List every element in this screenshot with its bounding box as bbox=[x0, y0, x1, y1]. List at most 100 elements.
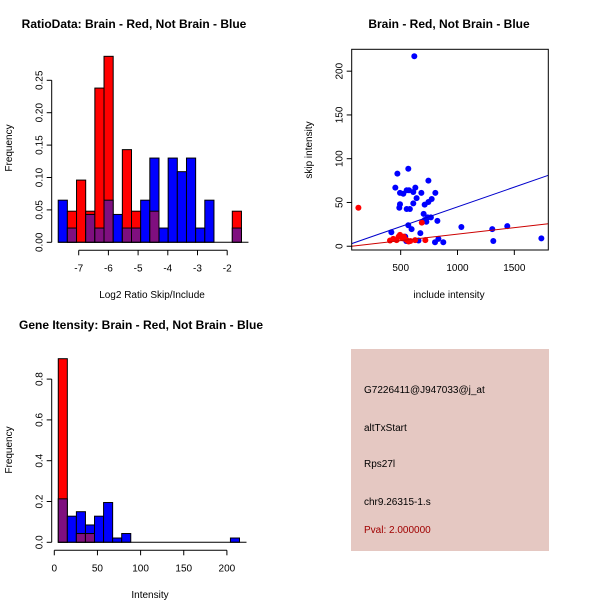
scatter-fit-line-brain bbox=[351, 223, 549, 247]
intensity-hist-bar-not-brain bbox=[94, 515, 105, 543]
ratio-hist-bar-not-brain bbox=[176, 171, 187, 243]
intensity-hist-xlabel: Intensity bbox=[131, 590, 168, 600]
scatter-fit-line-not-brain bbox=[351, 174, 549, 245]
scatter-point-not-brain bbox=[418, 189, 425, 196]
ratio-hist-xlabel: Log2 Ratio Skip/Include bbox=[99, 290, 205, 301]
ratio-hist-bar-not-brain bbox=[204, 199, 215, 243]
scatter-point-not-brain bbox=[504, 223, 511, 230]
scatter-point-not-brain bbox=[396, 204, 403, 211]
scatter-point-not-brain bbox=[408, 226, 415, 233]
ratio-hist-title: RatioData: Brain - Red, Not Brain - Blue bbox=[22, 17, 247, 31]
intensity-hist-x-tick-label: 50 bbox=[92, 563, 104, 574]
ratio-hist-x-tick-label: -4 bbox=[163, 263, 172, 274]
scatter-point-not-brain bbox=[440, 239, 447, 246]
ratio-hist-bar-not-brain bbox=[112, 213, 123, 243]
ratio-hist-bar-not-brain bbox=[57, 199, 68, 243]
ratio-hist-x-tick-label: -7 bbox=[74, 263, 83, 274]
gene-name: Rps27l bbox=[364, 459, 396, 470]
scatter-point-not-brain bbox=[413, 195, 420, 202]
scatter-point-not-brain bbox=[435, 235, 442, 242]
scatter-plot-frame bbox=[351, 48, 549, 251]
scatter-point-not-brain bbox=[417, 230, 424, 237]
intensity-hist-y-tick-label: 0.2 bbox=[35, 494, 46, 508]
scatter-y-tick-label: 150 bbox=[335, 106, 346, 123]
ratio-hist-y-tick-label: 0.20 bbox=[35, 103, 46, 123]
ratio-hist-ylabel: Frequency bbox=[4, 124, 15, 171]
ratio-hist-y-tick-label: 0.05 bbox=[35, 200, 46, 220]
ratio-hist-bar-overlap bbox=[231, 227, 242, 243]
intensity-hist-bar-not-brain bbox=[121, 533, 132, 543]
event-type: altTxStart bbox=[364, 423, 407, 434]
intensity-hist-ylabel: Frequency bbox=[4, 426, 15, 473]
intensity-hist-title: Gene Itensity: Brain - Red, Not Brain - … bbox=[19, 318, 263, 332]
scatter-y-tick-label: 50 bbox=[335, 196, 346, 208]
ratio-hist-x-tick-label: -5 bbox=[134, 263, 143, 274]
scatter-point-brain bbox=[355, 204, 362, 211]
ratio-hist-y-tick-label: 0.15 bbox=[35, 135, 46, 155]
scatter-ylabel: skip intensity bbox=[304, 121, 315, 178]
ratio-hist-bar-brain bbox=[76, 179, 87, 243]
ratio-hist-y-tick-label: 0.00 bbox=[35, 232, 46, 252]
scatter-point-not-brain bbox=[434, 217, 441, 224]
ratio-hist-bar-overlap bbox=[131, 227, 142, 243]
intensity-hist-y-tick-label: 0.6 bbox=[35, 413, 46, 427]
scatter-point-not-brain bbox=[410, 188, 417, 195]
intensity-hist-x-tick-label: 100 bbox=[132, 563, 149, 574]
ratio-hist-bar-not-brain bbox=[195, 227, 206, 243]
scatter-y-tick-label: 0 bbox=[335, 243, 346, 249]
scatter-title: Brain - Red, Not Brain - Blue bbox=[368, 17, 530, 31]
intensity-hist-x-tick-label: 200 bbox=[219, 563, 236, 574]
intensity-hist-bar-not-brain bbox=[66, 515, 77, 543]
ratio-hist-bar-brain bbox=[94, 87, 105, 243]
intensity-hist-bar-not-brain bbox=[229, 537, 240, 543]
ratio-hist-bar-overlap bbox=[85, 213, 96, 243]
ratio-hist-bar-not-brain bbox=[158, 227, 169, 243]
scatter-point-not-brain bbox=[421, 201, 428, 208]
probe-id: G7226411@J947033@j_at bbox=[364, 385, 485, 396]
intensity-hist-y-tick-label: 0.8 bbox=[35, 372, 46, 386]
ratio-hist-y-tick-label: 0.25 bbox=[35, 70, 46, 90]
scatter-x-tick-label: 1500 bbox=[503, 263, 526, 274]
scatter-point-brain bbox=[393, 237, 400, 244]
genomic-location: chr9.26315-1.s bbox=[364, 497, 431, 508]
scatter-point-not-brain bbox=[411, 53, 418, 60]
ratio-hist-x-tick-label: -3 bbox=[193, 263, 202, 274]
scatter-point-not-brain bbox=[420, 210, 427, 217]
scatter-x-tick-label: 1000 bbox=[446, 263, 469, 274]
scatter-y-tick-label: 200 bbox=[335, 62, 346, 79]
scatter-point-brain bbox=[422, 237, 429, 244]
scatter-point-not-brain bbox=[392, 184, 399, 191]
ratio-hist-bar-not-brain bbox=[140, 199, 151, 243]
intensity-hist-x-tick-label: 150 bbox=[175, 563, 192, 574]
intensity-hist-x-tick-label: 0 bbox=[52, 563, 58, 574]
ratio-hist-bar-not-brain bbox=[185, 157, 197, 243]
scatter-point-not-brain bbox=[394, 170, 401, 177]
scatter-point-not-brain bbox=[489, 226, 496, 233]
ratio-hist-bar-overlap bbox=[103, 199, 114, 243]
scatter-point-not-brain bbox=[423, 218, 430, 225]
scatter-point-not-brain bbox=[490, 237, 497, 244]
scatter-xlabel: include intensity bbox=[413, 290, 484, 301]
ratio-hist-bar-overlap bbox=[94, 227, 105, 243]
scatter-point-brain bbox=[418, 219, 425, 226]
intensity-hist-bar-overlap bbox=[75, 533, 86, 543]
intensity-hist-y-tick-label: 0.0 bbox=[35, 535, 46, 549]
ratio-hist-bar-not-brain bbox=[167, 157, 178, 243]
scatter-point-brain bbox=[400, 233, 407, 240]
scatter-point-not-brain bbox=[400, 190, 407, 197]
ratio-hist-bar-overlap bbox=[66, 227, 78, 243]
intensity-hist-bar-not-brain bbox=[103, 502, 114, 543]
scatter-point-not-brain bbox=[405, 165, 412, 172]
scatter-point-not-brain bbox=[410, 200, 417, 207]
intensity-hist-bar-overlap bbox=[57, 498, 68, 543]
ratio-hist-bar-overlap bbox=[149, 210, 160, 243]
scatter-point-not-brain bbox=[425, 177, 432, 184]
scatter-point-not-brain bbox=[432, 189, 439, 196]
intensity-hist-bar-overlap bbox=[84, 533, 96, 543]
probe-info-panel: G7226411@J947033@j_at altTxStart Rps27l … bbox=[351, 349, 549, 551]
ratio-hist-bar-overlap bbox=[121, 227, 133, 243]
intensity-hist-y-tick-label: 0.4 bbox=[35, 453, 46, 467]
ratio-hist-y-tick-label: 0.10 bbox=[35, 167, 46, 187]
ratio-hist-x-tick-label: -2 bbox=[223, 263, 232, 274]
